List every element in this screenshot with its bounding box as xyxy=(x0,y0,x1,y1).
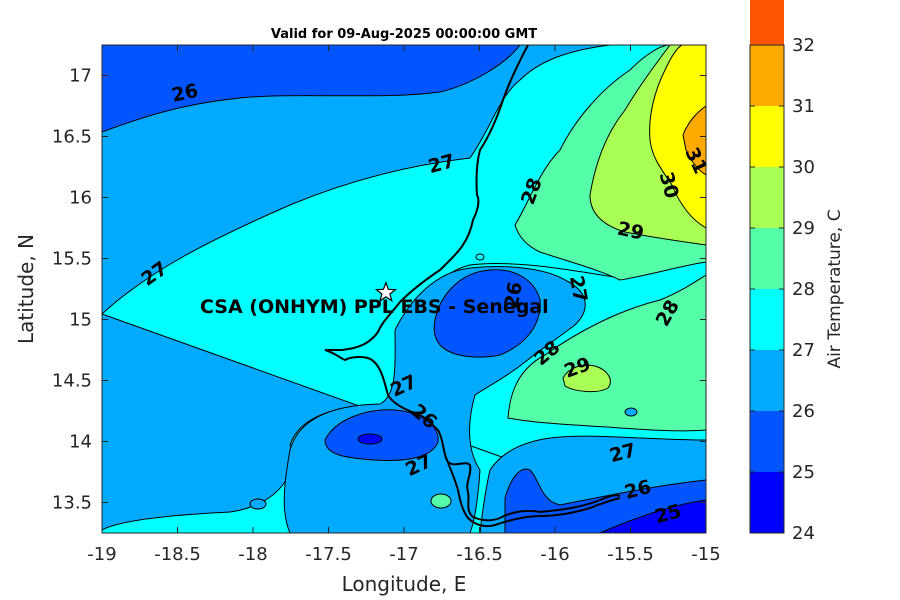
colorbar-tick-label: 30 xyxy=(792,157,815,178)
x-tick-label: -15 xyxy=(691,544,720,565)
y-tick-label: 14 xyxy=(69,432,92,453)
x-axis-ticks: -19 -18.5 -18 -17.5 -17 -16.5 -16 -15.5 -15 xyxy=(87,45,721,565)
y-tick-label: 14.5 xyxy=(52,371,92,392)
colorbar-segment xyxy=(750,350,784,411)
site-label: CSA (ONHYM) PPL EBS - Senegal xyxy=(200,296,549,318)
contour-fill-layer xyxy=(102,45,706,533)
x-tick-label: -18 xyxy=(238,544,267,565)
x-tick-label: -17 xyxy=(389,544,418,565)
band-28-29-southeast xyxy=(507,274,706,432)
band-25-26-central xyxy=(433,269,541,358)
coastline xyxy=(324,45,621,522)
site-marker-group: CSA (ONHYM) PPL EBS - Senegal xyxy=(200,280,549,318)
colorbar-tick-label: 27 xyxy=(792,340,815,361)
y-tick-label: 16.5 xyxy=(52,127,92,148)
colorbar-segment xyxy=(750,0,784,45)
x-tick-label: -16.5 xyxy=(456,544,503,565)
coastline-layer xyxy=(324,45,621,528)
colorbar-segment xyxy=(750,106,784,167)
colorbar-tick-label: 29 xyxy=(792,218,815,239)
band-30-31 xyxy=(649,45,706,229)
band-25-26-northwest xyxy=(102,45,521,133)
x-tick-label: -16 xyxy=(540,544,569,565)
contour-label: 26 xyxy=(170,80,200,107)
colorbar-tick-label: 28 xyxy=(792,279,815,300)
colorbar-segment xyxy=(750,45,784,106)
contour-label: 29 xyxy=(615,218,645,245)
y-tick-label: 16 xyxy=(69,188,92,209)
y-tick-label: 13.5 xyxy=(52,493,92,514)
band-28-29-islet-south xyxy=(430,493,452,509)
contour-label: 27 xyxy=(565,274,591,304)
y-tick-label: 15.5 xyxy=(52,249,92,270)
coastline-inner xyxy=(447,462,621,528)
band-26-27-islet-west xyxy=(249,498,267,510)
x-tick-label: -17.5 xyxy=(305,544,352,565)
colorbar-label: Air Temperature, C xyxy=(825,209,845,368)
y-tick-label: 15 xyxy=(69,310,92,331)
band-26-27-islet-east xyxy=(624,407,638,417)
site-star-icon xyxy=(374,280,398,303)
colorbar-segment xyxy=(750,411,784,472)
band-24-25-southwest xyxy=(357,433,383,445)
colorbar-segment xyxy=(750,228,784,289)
y-axis-label: Latitude, N xyxy=(14,234,38,344)
colorbar: 24 25 26 27 28 29 30 31 32 xyxy=(749,0,815,544)
y-axis-ticks: 13.5 14 14.5 15 15.5 16 16.5 17 xyxy=(52,66,706,514)
colorbar-segment xyxy=(750,472,784,533)
x-tick-label: -18.5 xyxy=(154,544,201,565)
colorbar-tick-label: 25 xyxy=(792,462,815,483)
band-29-30-island xyxy=(562,364,611,393)
colorbar-tick-label: 26 xyxy=(792,401,815,422)
colorbar-segment xyxy=(750,167,784,228)
x-tick-label: -15.5 xyxy=(607,544,654,565)
x-tick-label: -19 xyxy=(87,544,116,565)
colorbar-tick-label: 32 xyxy=(792,35,815,56)
colorbar-tick-label: 24 xyxy=(792,523,815,544)
band-27-28-islet-north xyxy=(475,253,485,261)
y-tick-label: 17 xyxy=(69,66,92,87)
band-25-26-southwest xyxy=(324,409,439,461)
contour-label: 26 xyxy=(501,280,527,310)
x-axis-label: Longitude, E xyxy=(342,572,467,596)
band-31-32 xyxy=(682,105,706,176)
chart-title: Valid for 09-Aug-2025 00:00:00 GMT xyxy=(271,27,537,42)
colorbar-segment xyxy=(750,289,784,350)
colorbar-tick-label: 31 xyxy=(792,96,815,117)
